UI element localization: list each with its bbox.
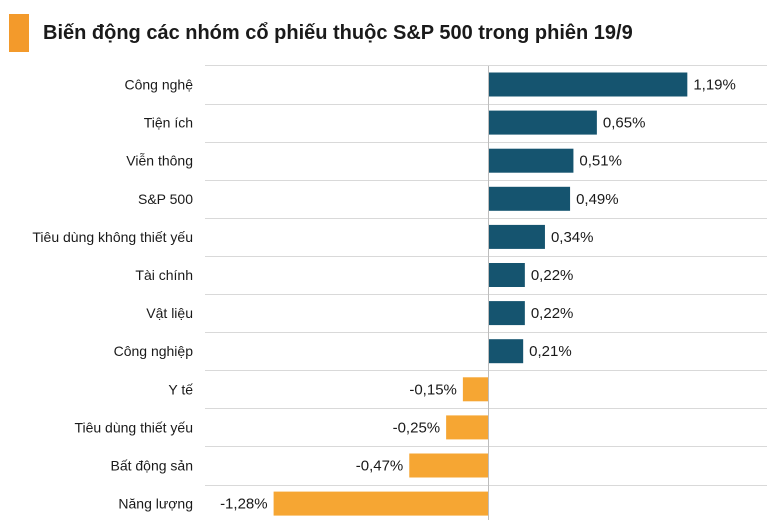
category-label: Y tế (168, 381, 193, 397)
value-label: 0,49% (576, 191, 619, 208)
title-accent-mark (9, 14, 29, 52)
category-label: Tiện ích (144, 115, 193, 131)
category-label: Năng lượng (118, 496, 193, 512)
bar-9 (462, 377, 488, 402)
bar-10 (446, 415, 488, 440)
value-label: 0,22% (531, 267, 574, 284)
value-label: -0,25% (393, 419, 441, 436)
value-label: 1,19% (693, 77, 736, 94)
value-label: 0,21% (529, 343, 572, 360)
bar-6 (488, 263, 525, 287)
value-label: 0,65% (603, 115, 646, 132)
category-label: S&P 500 (138, 191, 193, 207)
value-label: 0,34% (551, 229, 594, 246)
bar-1 (488, 72, 688, 97)
category-label: Viễn thông (126, 153, 193, 169)
value-label: -0,15% (409, 381, 457, 398)
category-label: Tài chính (135, 267, 193, 283)
bar-8 (488, 339, 524, 364)
value-label: -0,47% (356, 458, 404, 475)
bar-5 (488, 224, 545, 249)
value-label: -1,28% (220, 496, 268, 513)
bar-3 (488, 148, 574, 173)
grid-lines (205, 65, 767, 486)
category-label: Công nghiệp (114, 343, 194, 359)
category-label: Vật liệu (146, 305, 193, 321)
value-label: 0,51% (579, 153, 622, 170)
category-label: Tiêu dùng thiết yếu (74, 419, 193, 435)
category-label: Công nghệ (124, 77, 193, 93)
bar-7 (488, 301, 525, 326)
bar-11 (409, 453, 488, 478)
category-label: Bất động sản (110, 458, 193, 474)
chart-title: Biến động các nhóm cổ phiếu thuộc S&P 50… (43, 21, 633, 44)
bar-12 (273, 491, 488, 516)
category-label: Tiêu dùng không thiết yếu (32, 229, 193, 245)
chart-title-bar: Biến động các nhóm cổ phiếu thuộc S&P 50… (0, 14, 633, 52)
bar-2 (488, 110, 597, 135)
value-label: 0,22% (531, 305, 574, 322)
bar-4 (488, 186, 571, 211)
